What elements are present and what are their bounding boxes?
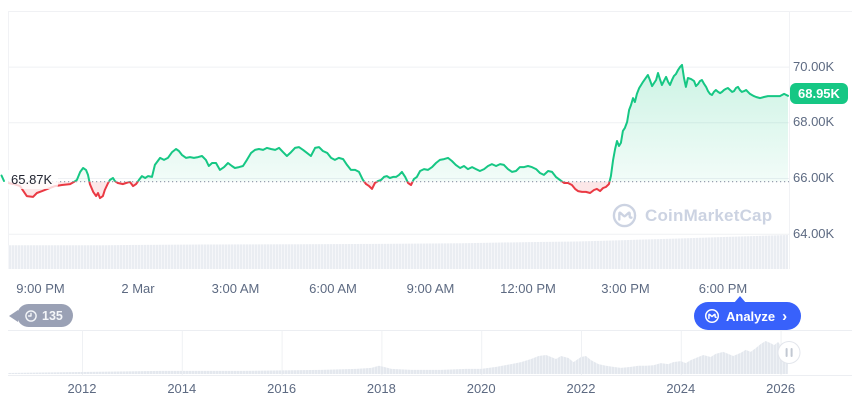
- history-clock-icon: [25, 309, 37, 322]
- range-handle[interactable]: [777, 341, 801, 364]
- analyze-button-label: Analyze: [726, 308, 776, 324]
- year-tick-label: 2018: [366, 381, 396, 396]
- watermark-text: CoinMarketCap: [645, 205, 773, 225]
- y-tick-label: 66.00K: [793, 170, 835, 185]
- chevron-right-icon: ›: [782, 307, 788, 325]
- year-tick-label: 2020: [466, 381, 496, 396]
- timeline-minimap[interactable]: [8, 330, 852, 376]
- year-tick-label: 2016: [267, 381, 297, 396]
- year-tick-label: 2022: [566, 381, 596, 396]
- y-tick-label: 64.00K: [793, 225, 835, 241]
- baseline-price-label: 65.87K: [5, 170, 59, 189]
- year-tick-label: 2014: [167, 381, 197, 396]
- x-tick-label: 3:00 AM: [211, 281, 260, 296]
- x-tick-label: 9:00 PM: [16, 281, 65, 296]
- minimap-history-silhouette: [8, 341, 789, 374]
- x-tick-label: 3:00 PM: [601, 281, 650, 296]
- price-area: [8, 63, 789, 200]
- year-tick-label: 2024: [666, 381, 696, 396]
- volume-silhouette: [8, 235, 788, 269]
- year-tick-label: 2012: [67, 381, 97, 396]
- x-tick-label: 12:00 PM: [500, 281, 556, 296]
- watermark: CoinMarketCap: [611, 202, 772, 229]
- coinmarketcap-logo-icon: [612, 203, 637, 228]
- current-price-badge: 68.95K: [790, 83, 848, 104]
- x-tick-label: 9:00 AM: [406, 281, 455, 296]
- x-tick-label: 2 Mar: [121, 281, 155, 296]
- x-tick-label: 6:00 AM: [309, 281, 357, 296]
- x-tick-label: 6:00 PM: [698, 281, 748, 296]
- y-tick-label: 68.00K: [793, 114, 835, 130]
- update-counter-badge: 135: [9, 304, 73, 327]
- baseline-left-tick: [0, 174, 5, 182]
- analyze-button[interactable]: Analyze ›: [694, 296, 802, 330]
- year-tick-label: 2026: [766, 381, 796, 396]
- coinmarketcap-mark-icon: [705, 309, 719, 323]
- update-counter-value: 135: [42, 308, 63, 323]
- y-tick-label: 70.00K: [793, 58, 835, 74]
